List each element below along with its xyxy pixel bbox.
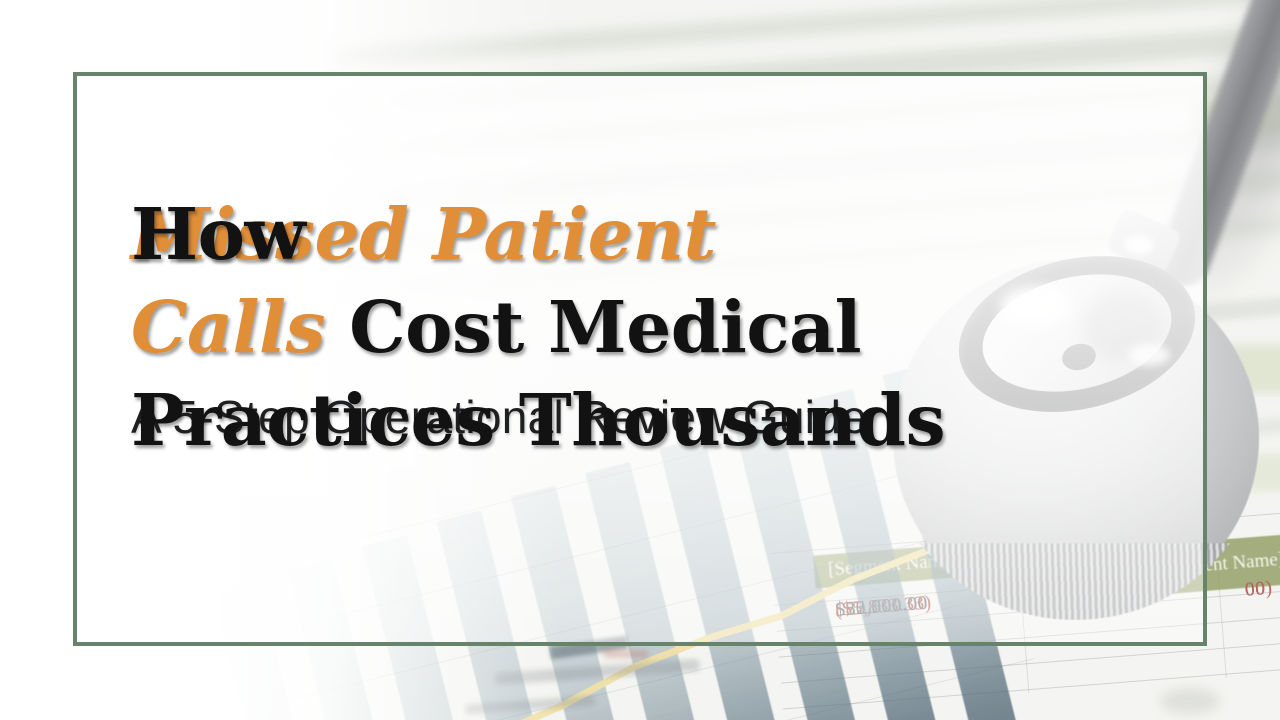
title-highlight: Calls bbox=[131, 285, 325, 369]
subtitle: A 5-Step Operational Review Guide bbox=[131, 391, 868, 443]
title-line-2: Calls Cost Medical bbox=[131, 281, 1111, 374]
title-highlight: Missed Patient bbox=[131, 192, 716, 276]
frame-inner-overlay bbox=[77, 76, 1203, 642]
title-text: Practices Thousands bbox=[131, 378, 946, 462]
headline-block: How Missed Patient Calls Cost Medical Pr… bbox=[131, 188, 1111, 462]
green-frame-border bbox=[73, 72, 1207, 646]
title-line-1: How Missed Patient bbox=[131, 188, 1111, 281]
title-text: Cost Medical bbox=[324, 285, 862, 369]
title-text: How bbox=[131, 192, 330, 276]
